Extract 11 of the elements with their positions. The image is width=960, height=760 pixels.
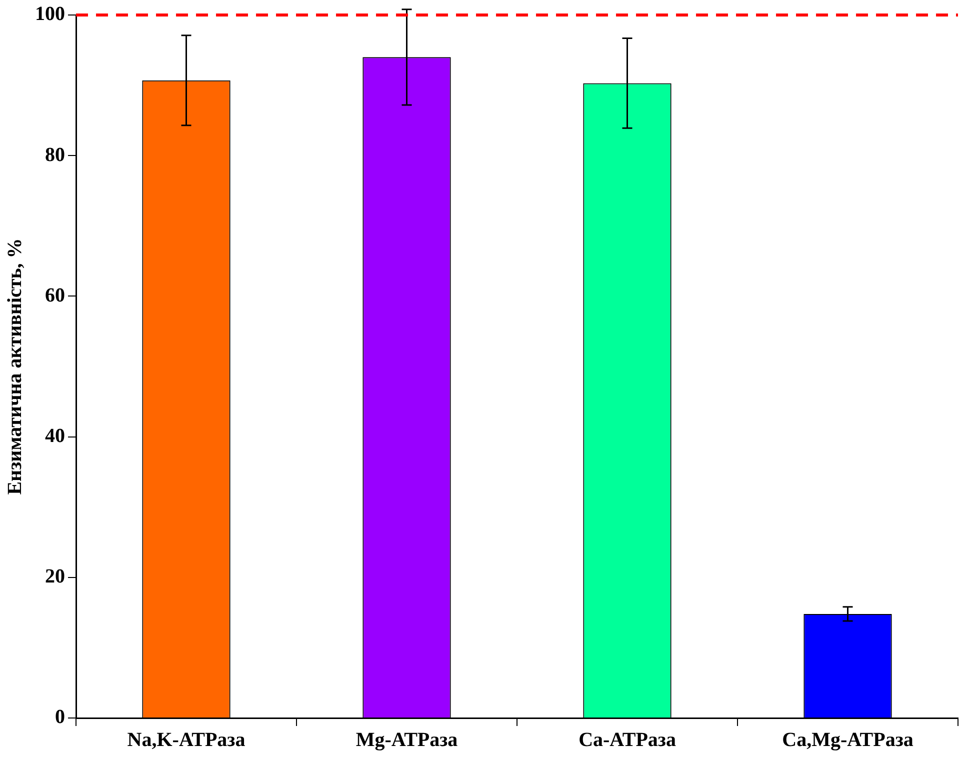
y-tick-label: 100	[35, 3, 65, 26]
y-tick-label: 80	[45, 144, 65, 166]
y-tick-label: 60	[45, 284, 65, 306]
y-tick-label: 20	[45, 566, 65, 588]
y-tick-label: 0	[55, 706, 65, 728]
x-tick-label: Na,K-АТРаза	[127, 729, 246, 752]
x-tick-label: Ca,Mg-АТРаза	[782, 729, 914, 752]
y-axis-title: Ензиматична активність, %	[4, 238, 26, 495]
x-tick-label: Ca-АТРаза	[578, 729, 676, 752]
x-tick-label: Mg-АТРаза	[356, 729, 458, 752]
y-tick-label: 40	[45, 424, 65, 447]
